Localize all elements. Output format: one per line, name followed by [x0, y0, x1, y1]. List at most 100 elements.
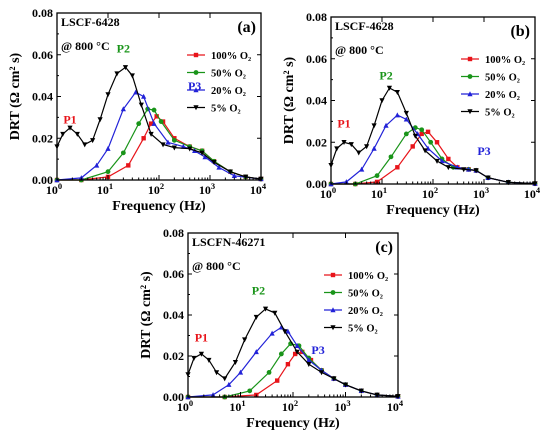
peak-label: P3 [311, 343, 324, 357]
panel-letter: (b) [510, 23, 530, 40]
data-point [473, 168, 479, 174]
data-point [274, 378, 280, 383]
peak-label: P1 [337, 117, 350, 131]
data-point [247, 388, 253, 394]
legend-label: 20% O₂ [485, 90, 520, 101]
series-line [187, 326, 399, 398]
data-point [67, 125, 73, 131]
data-point [422, 148, 428, 154]
legend: 100% O₂ 50% O₂ 20% O₂ 5% O₂ [187, 51, 251, 115]
data-point [60, 131, 66, 137]
sample-name: LSCFN-46271 [192, 235, 265, 249]
data-point [403, 110, 409, 116]
data-point [187, 146, 193, 152]
data-point [485, 175, 491, 181]
legend-marker [330, 272, 336, 278]
data-point [434, 158, 440, 164]
data-point [428, 139, 434, 145]
x-axis-label: Frequency (Hz) [112, 199, 206, 214]
y-axis-label: DRT (Ω cm² s) [139, 271, 154, 359]
x-tick-label: 103 [473, 185, 489, 201]
legend-marker [330, 307, 336, 313]
data-point [371, 145, 377, 151]
data-point [231, 173, 237, 179]
data-point [129, 73, 135, 79]
data-point [237, 369, 244, 375]
legend-marker [193, 70, 199, 75]
legend-marker [330, 290, 336, 295]
data-point [227, 169, 233, 175]
y-tick-label: 0.02 [163, 349, 184, 363]
sample-name: LSCF-4628 [335, 19, 394, 33]
x-tick-label: 102 [422, 185, 438, 201]
data-point [419, 131, 424, 137]
y-tick-label: 0.00 [163, 390, 184, 404]
data-point [253, 314, 259, 320]
legend-label: 20% O₂ [348, 306, 383, 317]
data-point [136, 121, 142, 127]
data-series [185, 324, 401, 400]
y-tick-label: 0.04 [163, 308, 184, 322]
data-point [334, 146, 340, 152]
data-point [394, 112, 400, 118]
chart-panel: 0.00 0.02 0.04 0.06 0.08 100 101 102 103 104 Frequ… [139, 226, 404, 431]
data-point [446, 156, 451, 162]
legend-marker [193, 87, 199, 93]
data-point [403, 131, 409, 137]
series-line [330, 87, 536, 185]
data-point [386, 85, 393, 91]
legend-marker [467, 74, 473, 79]
data-point [434, 140, 440, 145]
data-point [206, 357, 212, 363]
x-tick-label: 104 [250, 181, 267, 197]
data-point [371, 123, 377, 129]
data-point [306, 362, 312, 367]
data-series [54, 106, 264, 183]
series-line [56, 66, 262, 180]
peak-label: P1 [63, 113, 76, 127]
data-point [105, 92, 111, 98]
data-point [216, 164, 222, 170]
x-tick-label: 100 [46, 181, 62, 197]
data-point [425, 129, 431, 135]
data-point [403, 116, 409, 122]
legend-label: 5% O₂ [485, 108, 515, 119]
y-tick-label: 0.08 [306, 10, 327, 24]
data-point [395, 165, 400, 170]
data-point [364, 144, 370, 150]
series-line [188, 343, 399, 398]
data-series [328, 85, 538, 187]
data-point [292, 351, 298, 357]
data-point [294, 349, 300, 355]
data-point [222, 376, 228, 382]
data-point [374, 173, 380, 179]
data-point [383, 122, 389, 128]
temperature-label: @ 800 °C [61, 39, 110, 53]
data-point [282, 329, 288, 335]
peak-label: P2 [252, 284, 265, 298]
data-point [126, 163, 131, 168]
data-point [160, 142, 166, 148]
data-point [97, 117, 103, 123]
data-point [412, 133, 418, 139]
legend-marker [467, 56, 473, 62]
data-point [285, 328, 291, 334]
data-point [171, 137, 177, 143]
legend-label: 100% O₂ [485, 55, 525, 66]
data-point [90, 138, 96, 144]
legend: 100% O₂ 50% O₂ 20% O₂ 5% O₂ [461, 55, 525, 119]
y-tick-label: 0.02 [32, 131, 53, 145]
data-point [379, 98, 385, 104]
x-tick-label: 102 [282, 398, 298, 414]
data-point [158, 119, 164, 124]
data-point [198, 351, 205, 357]
data-point [356, 150, 362, 156]
x-tick-label: 100 [320, 185, 336, 201]
x-tick-label: 104 [524, 185, 541, 201]
data-point [242, 337, 248, 343]
legend-label: 50% O₂ [485, 73, 520, 84]
data-point [105, 145, 111, 151]
legend-marker [193, 105, 199, 111]
data-point [262, 306, 269, 312]
